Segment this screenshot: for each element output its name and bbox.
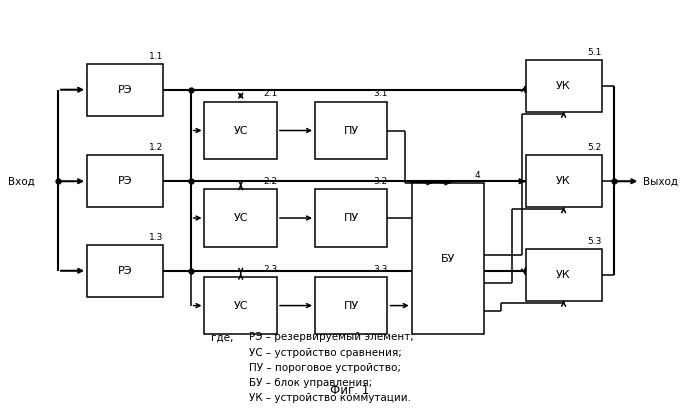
FancyBboxPatch shape bbox=[205, 189, 277, 247]
FancyBboxPatch shape bbox=[412, 183, 484, 335]
Text: РЭ: РЭ bbox=[117, 176, 132, 186]
Text: ПУ: ПУ bbox=[344, 301, 359, 310]
FancyBboxPatch shape bbox=[87, 245, 163, 297]
FancyBboxPatch shape bbox=[315, 277, 387, 335]
FancyBboxPatch shape bbox=[526, 249, 602, 301]
Text: 3.1: 3.1 bbox=[373, 90, 388, 99]
Text: РЭ: РЭ bbox=[117, 85, 132, 95]
Text: УС: УС bbox=[233, 301, 248, 310]
Text: 5.3: 5.3 bbox=[587, 237, 602, 246]
Text: Фиг. 1: Фиг. 1 bbox=[330, 384, 369, 397]
Text: БУ: БУ bbox=[441, 254, 455, 264]
Text: 1.3: 1.3 bbox=[149, 233, 164, 242]
FancyBboxPatch shape bbox=[87, 64, 163, 116]
FancyBboxPatch shape bbox=[526, 155, 602, 207]
Text: ПУ: ПУ bbox=[344, 213, 359, 223]
Text: БУ – блок управления;: БУ – блок управления; bbox=[250, 378, 373, 388]
Text: 3.3: 3.3 bbox=[373, 265, 388, 274]
Text: где,: где, bbox=[211, 333, 233, 342]
Text: ПУ – пороговое устройство;: ПУ – пороговое устройство; bbox=[250, 363, 401, 373]
Text: 4: 4 bbox=[475, 171, 480, 180]
Text: ПУ: ПУ bbox=[344, 126, 359, 135]
Text: УС: УС bbox=[233, 213, 248, 223]
Text: УС – устройство сравнения;: УС – устройство сравнения; bbox=[250, 348, 402, 357]
Text: 1.2: 1.2 bbox=[149, 143, 164, 152]
FancyBboxPatch shape bbox=[315, 189, 387, 247]
Text: РЭ: РЭ bbox=[117, 266, 132, 276]
Text: УК: УК bbox=[556, 176, 571, 186]
Text: УК – устройство коммутации.: УК – устройство коммутации. bbox=[250, 393, 411, 403]
Text: 3.2: 3.2 bbox=[373, 177, 388, 186]
Text: Вход: Вход bbox=[8, 176, 34, 186]
Text: 1.1: 1.1 bbox=[149, 52, 164, 61]
Text: 2.3: 2.3 bbox=[263, 265, 278, 274]
FancyBboxPatch shape bbox=[315, 102, 387, 160]
FancyBboxPatch shape bbox=[205, 102, 277, 160]
Text: 2.1: 2.1 bbox=[263, 90, 278, 99]
FancyBboxPatch shape bbox=[205, 277, 277, 335]
Text: 2.2: 2.2 bbox=[263, 177, 277, 186]
Text: 5.2: 5.2 bbox=[588, 143, 602, 152]
Text: УС: УС bbox=[233, 126, 248, 135]
Text: Выход: Выход bbox=[643, 176, 678, 186]
FancyBboxPatch shape bbox=[526, 60, 602, 112]
Text: УК: УК bbox=[556, 270, 571, 280]
Text: УК: УК bbox=[556, 81, 571, 91]
Text: 5.1: 5.1 bbox=[587, 48, 602, 57]
FancyBboxPatch shape bbox=[87, 155, 163, 207]
Text: РЭ – резервируемый элемент;: РЭ – резервируемый элемент; bbox=[250, 333, 415, 342]
